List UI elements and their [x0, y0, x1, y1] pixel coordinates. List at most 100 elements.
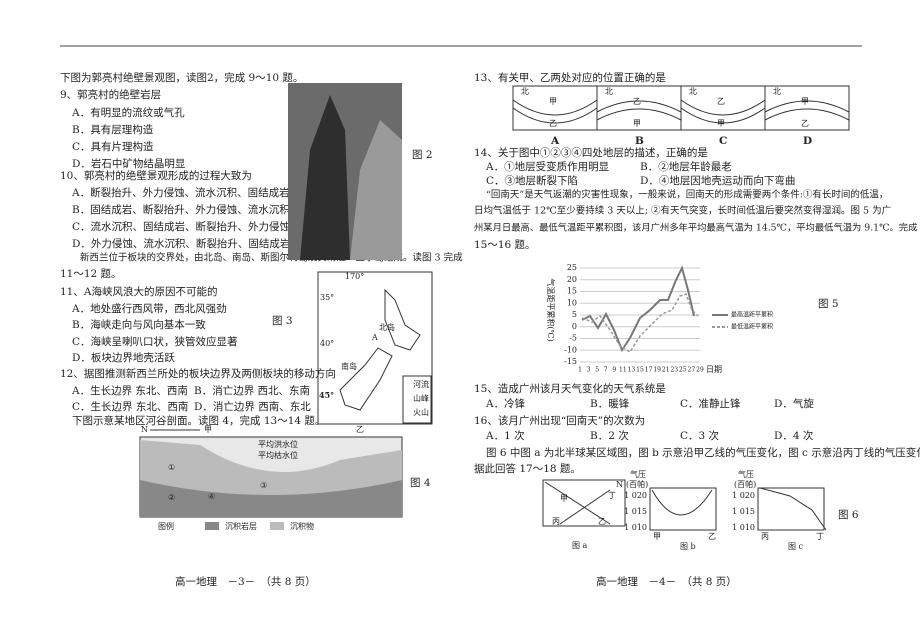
- map-label: 甲: [204, 425, 212, 434]
- option: A．1 次: [485, 429, 525, 442]
- option: D．消亡边界 西南、东北: [194, 400, 311, 413]
- intro: 新西兰位于板块的交界处，由北岛、南岛、斯图尔特岛及其附近一些小岛组成。读图 3 …: [80, 252, 463, 264]
- caption: 图 a: [572, 541, 588, 550]
- axis-label: 乙: [708, 532, 716, 541]
- map-label: 平均枯水位: [258, 450, 298, 460]
- option: B．2 次: [590, 429, 629, 442]
- map-label: 北岛: [379, 322, 395, 332]
- plot-frame: [649, 487, 717, 531]
- y-tick-label: 1 010: [624, 523, 647, 532]
- y-tick-label: 1 020: [624, 491, 647, 500]
- north-island: [384, 288, 421, 351]
- question: 11、A海峡风浪大的原因不可能的: [60, 285, 217, 298]
- map-label: 乙: [598, 517, 606, 526]
- question: 15、造成广州该月天气变化的天气系统是: [474, 382, 666, 395]
- footer: 高一地理 －3－ （共 8 页）: [175, 575, 316, 588]
- question: 14、关于图中①②③④四处地层的描述，正确的是: [474, 146, 708, 159]
- question: 10、郭亮村的绝壁景观形成的过程大致为: [60, 169, 252, 182]
- option: B．具有层理构造: [72, 123, 154, 136]
- river: [512, 107, 598, 124]
- y-tick-label: -5: [569, 334, 577, 343]
- river: [512, 99, 598, 116]
- lat-label: 40°: [320, 339, 334, 348]
- lon-label: 170°: [345, 272, 364, 281]
- x-tick-label: 3: [587, 367, 591, 374]
- y-tick-label: 25: [567, 263, 577, 272]
- map-label: ②: [168, 493, 175, 502]
- curve: [651, 489, 713, 516]
- axis-label: (百帕): [626, 479, 648, 489]
- option: B．海峡走向与风向基本一致: [72, 318, 206, 331]
- lat-label: 45°: [319, 390, 334, 400]
- option: B．②地层年龄最老: [640, 160, 732, 173]
- cliff: [300, 95, 350, 260]
- intro: 日均气温低于 12℃至少要持续 3 天以上; ②有天气突变，长时间低温后要突然变…: [474, 205, 891, 217]
- cliff: [350, 120, 402, 260]
- caption: 图 2: [412, 149, 433, 161]
- x-tick-label: 19: [653, 367, 661, 374]
- y-tick-label: 0: [572, 322, 577, 331]
- map-label: 平均洪水位: [258, 439, 298, 449]
- option: C．生长边界 东北、西南: [72, 400, 188, 413]
- x-tick-label: 23: [670, 367, 678, 374]
- map-label: 丙: [552, 517, 560, 526]
- caption: 图 b: [680, 542, 696, 551]
- x-tick-label: 9: [612, 367, 616, 374]
- map-label: ①: [168, 463, 175, 472]
- map-label: A: [371, 333, 378, 342]
- caption: 图 c: [788, 542, 804, 551]
- axis-label: 甲: [653, 532, 661, 541]
- option: D．气旋: [774, 397, 814, 410]
- legend-swatch: [270, 522, 284, 530]
- option: A．①地层受变质作用明显: [485, 160, 610, 173]
- y-tick-label: 20: [567, 275, 577, 284]
- map-label: 乙: [717, 97, 725, 106]
- legend-label: 沉积物: [290, 521, 314, 531]
- axis-label: 日期: [706, 365, 722, 374]
- river: [596, 108, 682, 121]
- option: C．具有片理构造: [72, 140, 154, 153]
- river: [680, 107, 766, 124]
- section-line: [544, 481, 611, 525]
- map-label: N: [141, 425, 148, 434]
- x-tick-label: 29: [696, 367, 704, 374]
- question: 16、该月广州出现“回南天”的次数为: [474, 414, 645, 427]
- map-label: 乙: [633, 97, 641, 106]
- footer: 高一地理 －4－ （共 8 页）: [596, 575, 737, 588]
- caption: 图 5: [818, 298, 839, 310]
- intro: 11～12 题。: [60, 268, 122, 280]
- legend-box: [402, 375, 432, 424]
- caption: 图 3: [272, 315, 293, 327]
- curve: [581, 265, 695, 353]
- x-tick-label: 17: [645, 367, 653, 374]
- map-label: 甲: [633, 119, 641, 128]
- x-tick-label: 25: [679, 367, 687, 374]
- legend-label: 河流: [413, 379, 429, 389]
- option: D．板块边界地壳活跃: [72, 351, 175, 364]
- option: B．消亡边界 西北、东南: [194, 384, 310, 397]
- river: [680, 99, 766, 116]
- legend-label: 沉积岩层: [225, 521, 257, 531]
- axis-label: 气温距平累积(℃): [546, 278, 556, 341]
- option: D．4 次: [774, 429, 814, 442]
- legend-label: 山峰: [413, 393, 429, 403]
- y-tick-label: 1 020: [732, 491, 755, 500]
- option: C．海峡呈喇叭口状，狭管效应显著: [72, 335, 238, 348]
- x-tick-label: 27: [688, 367, 696, 374]
- map-label: ③: [260, 481, 267, 490]
- x-tick-label: 11: [619, 367, 627, 374]
- map-label: 北: [773, 87, 781, 96]
- question: 12、据图推测新西兰所处的板块边界及两侧板块的移动方向: [60, 367, 336, 380]
- map-label: 甲: [801, 97, 809, 106]
- legend-swatch: [205, 522, 219, 530]
- map-label: 甲: [560, 494, 568, 503]
- caption: 图 6: [838, 509, 859, 521]
- curve: [581, 293, 699, 354]
- map-label: 北: [689, 87, 697, 96]
- x-tick-label: 7: [604, 367, 608, 374]
- option: D．外力侵蚀、流水沉积、断裂抬升、固结成岩: [72, 237, 290, 250]
- map-label: ④: [208, 492, 215, 501]
- x-tick-label: 5: [595, 367, 599, 374]
- option: A．断裂抬升、外力侵蚀、流水沉积、固结成岩: [71, 186, 290, 199]
